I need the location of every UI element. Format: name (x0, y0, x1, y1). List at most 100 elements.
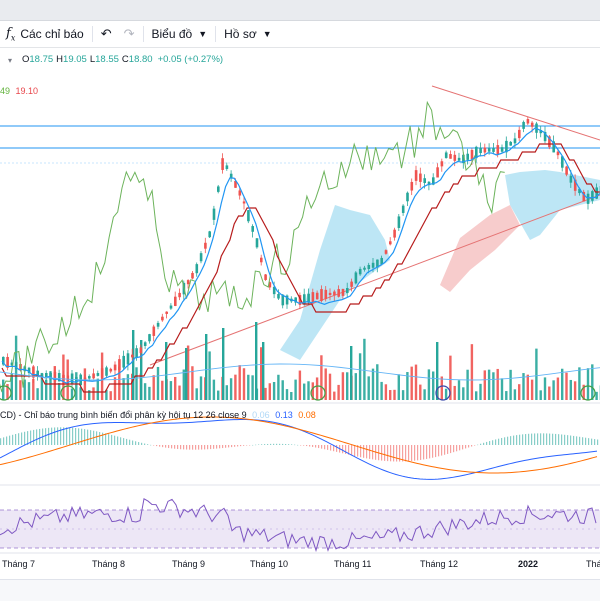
volume-bar (144, 383, 146, 400)
volume-bar (402, 390, 404, 400)
volume-bar (208, 351, 210, 400)
candle-body (196, 264, 199, 273)
volume-bar (45, 380, 47, 400)
macd-histogram-bar (396, 445, 397, 462)
open-label: O (22, 54, 29, 65)
volume-bar (432, 371, 434, 400)
volume-bar (484, 370, 486, 400)
candle-body (92, 373, 95, 378)
candle-body (329, 293, 332, 295)
candle-body (122, 356, 125, 368)
candle-body (518, 130, 521, 138)
macd-histogram-bar (423, 445, 424, 459)
volume-bar (247, 375, 249, 400)
candle-body (587, 194, 590, 204)
time-axis[interactable]: Tháng 7 Tháng 8 Tháng 9 Tháng 10 Tháng 1… (0, 555, 600, 575)
candle-body (140, 347, 143, 353)
time-axis-label: Tháng 12 (420, 559, 458, 569)
macd-histogram-bar (336, 445, 337, 452)
macd-histogram-bar (153, 445, 154, 446)
volume-bar (251, 375, 253, 400)
macd-histogram-bar (24, 432, 25, 445)
macd-histogram-bar (246, 445, 247, 446)
candle-body (221, 158, 224, 170)
candle-body (402, 206, 405, 213)
volume-bar (454, 386, 456, 400)
candle-body (359, 269, 362, 274)
candle-body (230, 174, 233, 178)
candle-body (316, 293, 319, 299)
volume-bar (544, 377, 546, 400)
volume-bar (148, 387, 150, 400)
volume-bar (462, 387, 464, 400)
macd-histogram-bar (168, 445, 169, 448)
macd-histogram-bar (534, 433, 535, 445)
macd-histogram-bar (447, 445, 448, 454)
macd-histogram-bar (12, 435, 13, 445)
candle-body (419, 174, 422, 182)
candle-body (320, 289, 323, 301)
macd-histogram-bar (210, 445, 211, 449)
macd-histogram-bar (327, 445, 328, 450)
macd-histogram-bar (138, 442, 139, 445)
candle-body (514, 138, 517, 143)
volume-bar (329, 374, 331, 400)
low-value: 18.55 (95, 54, 119, 65)
volume-bar (368, 376, 370, 400)
volume-bar (492, 372, 494, 400)
volume-bar (135, 367, 137, 400)
macd-histogram-value: 0.06 (252, 410, 270, 420)
macd-histogram-bar (69, 428, 70, 445)
open-value: 18.75 (29, 54, 53, 65)
macd-histogram-bar (318, 445, 319, 448)
macd-histogram-bar (222, 445, 223, 448)
candle-body (200, 253, 203, 261)
macd-histogram-bar (354, 445, 355, 456)
volume-bar (92, 387, 94, 400)
macd-histogram-bar (552, 434, 553, 445)
collapse-icon[interactable]: ▾ (8, 56, 16, 64)
volume-bar (479, 384, 481, 400)
candle-body (389, 241, 392, 244)
volume-bar (372, 369, 374, 400)
macd-histogram-bar (147, 444, 148, 445)
macd-histogram-bar (393, 445, 394, 461)
volume-bar (174, 377, 176, 400)
macd-histogram-bar (15, 434, 16, 445)
volume-bar (239, 365, 241, 400)
macd-histogram-bar (468, 445, 469, 447)
volume-bar (540, 390, 542, 400)
candle-body (204, 243, 207, 249)
candle-body (466, 154, 469, 160)
macd-histogram-bar (225, 445, 226, 448)
candle-body (67, 376, 70, 382)
macd-histogram-bar (366, 445, 367, 458)
volume-bar (376, 364, 378, 400)
volume-bar (282, 380, 284, 400)
candle-body (441, 161, 444, 166)
macd-histogram-bar (63, 427, 64, 445)
candle-body (208, 231, 211, 237)
volume-bar (419, 385, 421, 400)
volume-bar (497, 369, 499, 400)
macd-line-value: 0.13 (275, 410, 293, 420)
macd-histogram-bar (504, 437, 505, 445)
macd-histogram-bar (297, 445, 298, 446)
macd-histogram-bar (402, 445, 403, 461)
candle-body (385, 250, 388, 254)
macd-histogram-bar (525, 434, 526, 445)
macd-histogram-bar (519, 435, 520, 445)
macd-histogram-bar (591, 439, 592, 445)
volume-bar (316, 377, 318, 400)
candle-body (247, 210, 250, 221)
candle-body (355, 272, 358, 283)
candle-body (277, 294, 280, 299)
time-axis-label: Tháng 9 (172, 559, 205, 569)
macd-histogram-bar (537, 433, 538, 445)
macd-histogram-bar (594, 439, 595, 445)
volume-bar (350, 346, 352, 400)
candle-body (350, 282, 353, 287)
volume-bar (509, 370, 511, 400)
volume-bar (299, 371, 301, 400)
